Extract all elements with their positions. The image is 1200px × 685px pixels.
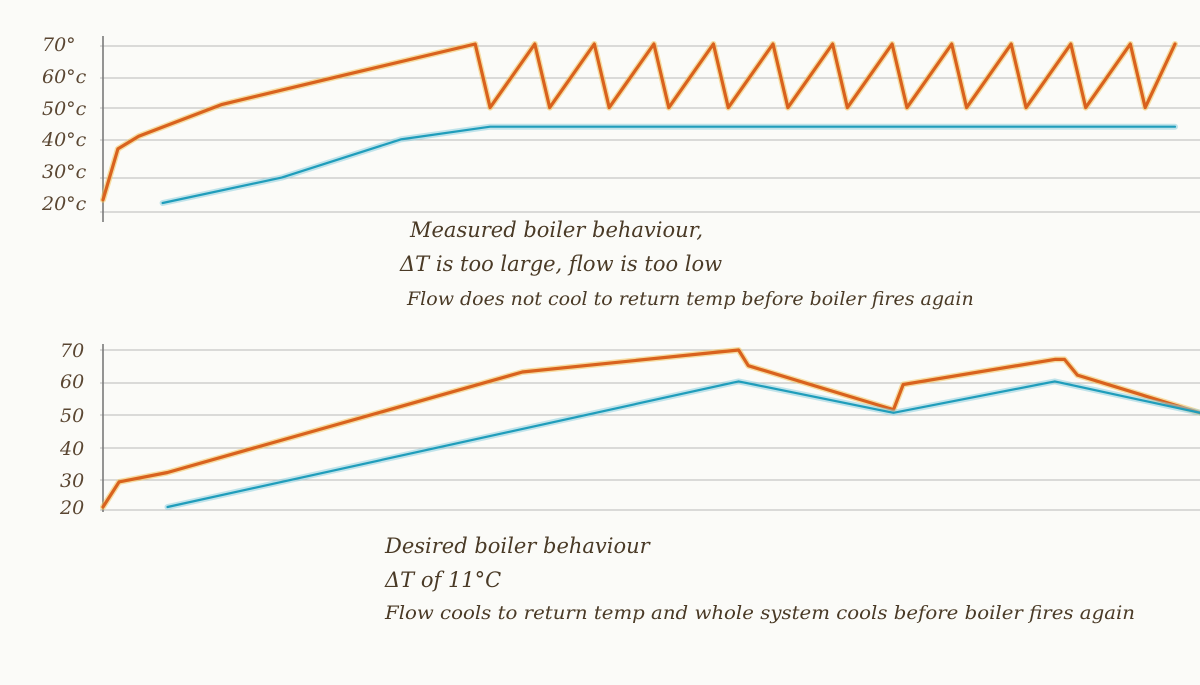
y-tick-label: 20°c bbox=[41, 193, 87, 215]
return-temperature-line bbox=[166, 380, 1200, 509]
flow-temperature-line bbox=[101, 42, 1177, 202]
ruled-lines bbox=[100, 45, 1200, 511]
y-tick-label: 20 bbox=[59, 497, 84, 519]
y-tick-label: 40°c bbox=[41, 129, 87, 151]
y-tick-label: 60 bbox=[60, 371, 84, 393]
y-tick-label: 70° bbox=[42, 34, 76, 56]
measured-chart: 70° 60°c 50°c 40°c 30°c 20°c bbox=[41, 34, 1178, 222]
y-tick-label: 60°c bbox=[42, 66, 87, 88]
return-temperature-line bbox=[161, 125, 1177, 205]
y-tick-label: 30°c bbox=[42, 161, 87, 183]
y-tick-label: 50 bbox=[60, 405, 84, 427]
measured-caption-line-2: ΔT is too large, flow is too low bbox=[399, 252, 722, 276]
desired-caption-line-3: Flow cools to return temp and whole syst… bbox=[384, 602, 1135, 624]
y-tick-label: 50°c bbox=[42, 98, 87, 120]
desired-caption-line-1: Desired boiler behaviour bbox=[384, 534, 652, 558]
desired-chart: 70 60 50 40 30 20 bbox=[59, 340, 1200, 519]
measured-caption-line-1: Measured boiler behaviour, bbox=[409, 218, 703, 242]
flow-temperature-line bbox=[101, 348, 1200, 509]
measured-caption-line-3: Flow does not cool to return temp before… bbox=[406, 288, 974, 310]
y-tick-label: 70 bbox=[60, 340, 84, 362]
y-tick-label: 40 bbox=[59, 438, 84, 460]
series-line-underlay bbox=[164, 378, 1200, 510]
y-tick-label: 30 bbox=[60, 470, 84, 492]
desired-caption-line-2: ΔT of 11°C bbox=[384, 568, 501, 592]
series-line-underlay bbox=[159, 123, 1178, 206]
